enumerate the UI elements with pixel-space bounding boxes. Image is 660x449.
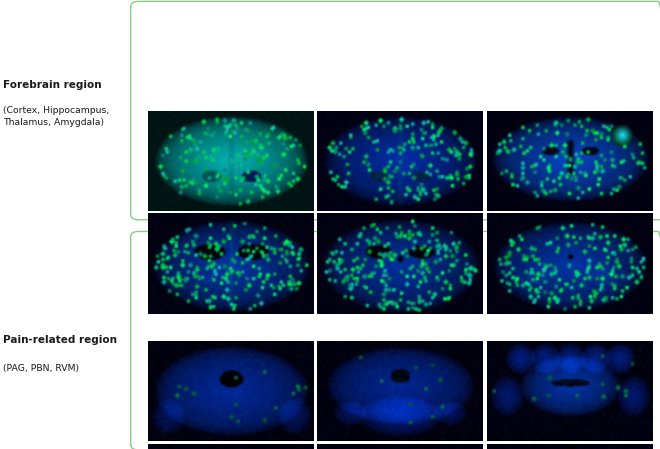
Text: Forebrain region: Forebrain region: [3, 80, 102, 90]
Text: (Cortex, Hippocampus,
Thalamus, Amygdala): (Cortex, Hippocampus, Thalamus, Amygdala…: [3, 106, 110, 127]
Text: (PAG, PBN, RVM): (PAG, PBN, RVM): [3, 364, 79, 373]
Text: Pain-related region: Pain-related region: [3, 335, 117, 345]
